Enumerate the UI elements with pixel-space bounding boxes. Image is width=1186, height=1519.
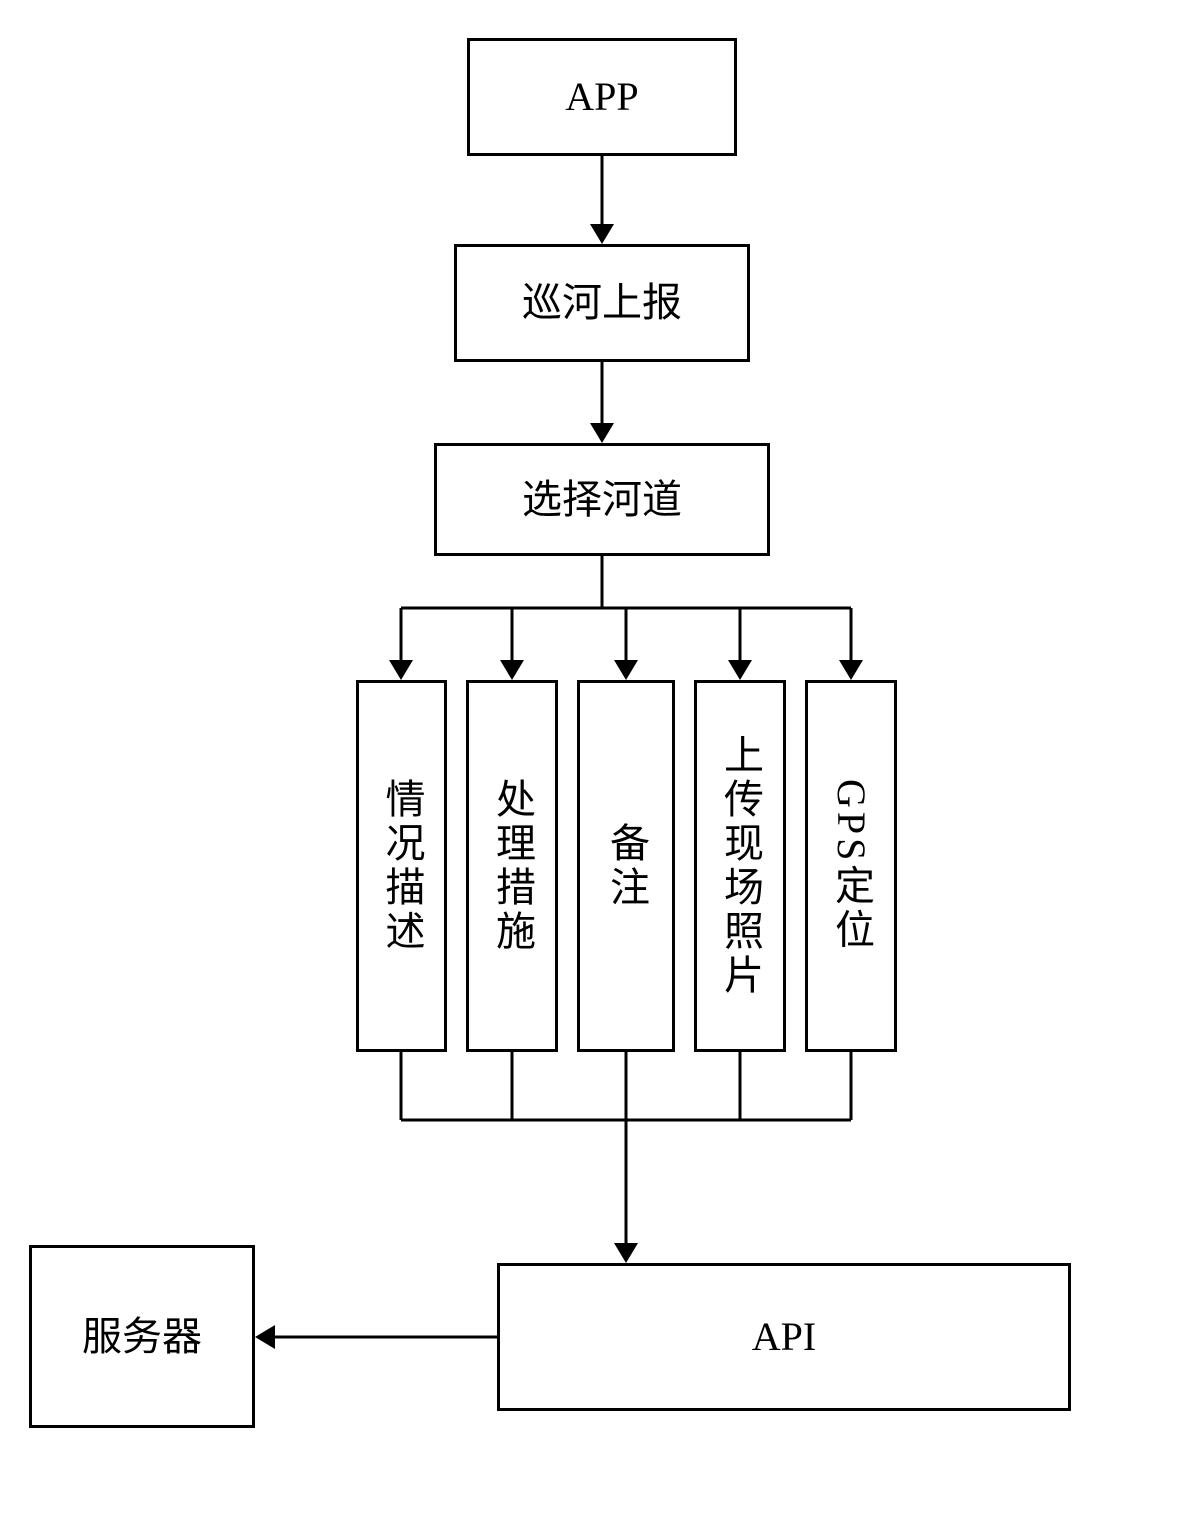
node-measure: 处理措施 (466, 680, 558, 1052)
node-app: APP (467, 38, 737, 156)
node-gps: GPS定位 (805, 680, 897, 1052)
node-api: API (497, 1263, 1071, 1411)
node-measure-label: 处理措施 (483, 778, 541, 954)
node-desc: 情况描述 (356, 680, 447, 1052)
node-api-label: API (752, 1313, 816, 1361)
node-select-label: 选择河道 (522, 476, 682, 524)
node-gps-label: GPS定位 (822, 779, 880, 952)
node-report-label: 巡河上报 (522, 279, 682, 327)
node-photo: 上传现场照片 (694, 680, 786, 1052)
node-select: 选择河道 (434, 443, 770, 556)
node-server-label: 服务器 (82, 1313, 202, 1361)
node-note: 备注 (577, 680, 675, 1052)
node-app-label: APP (565, 73, 638, 121)
node-photo-label: 上传现场照片 (711, 734, 769, 998)
flowchart-diagram: APP 巡河上报 选择河道 (0, 0, 1186, 1519)
node-desc-label: 情况描述 (373, 778, 431, 954)
node-server: 服务器 (29, 1245, 255, 1428)
node-report: 巡河上报 (454, 244, 750, 362)
node-note-label: 备注 (597, 822, 655, 910)
